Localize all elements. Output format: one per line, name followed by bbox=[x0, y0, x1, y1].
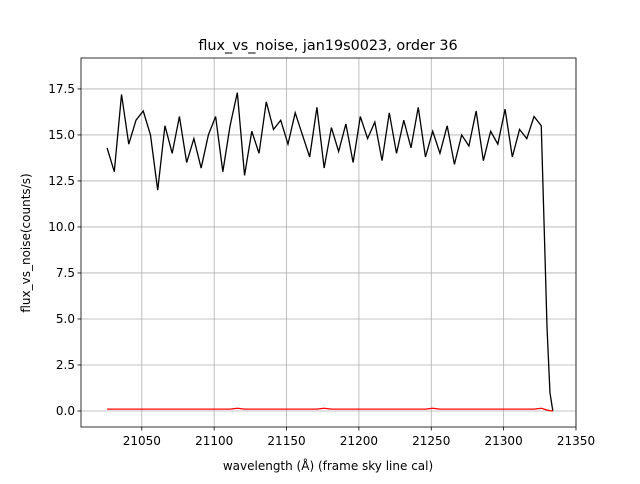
y-tick-label: 7.5 bbox=[56, 266, 75, 280]
data-line bbox=[106, 92, 554, 412]
x-tick-label: 21300 bbox=[485, 434, 523, 448]
x-tick-label: 21100 bbox=[195, 434, 233, 448]
x-tick-label: 21200 bbox=[340, 434, 378, 448]
y-tick-label: 17.5 bbox=[48, 82, 75, 96]
data-line bbox=[107, 407, 553, 412]
y-tick-label: 0.0 bbox=[56, 404, 75, 418]
y-tick-label: 15.0 bbox=[48, 128, 75, 142]
x-tick-label: 21250 bbox=[412, 434, 450, 448]
axes-frame bbox=[80, 57, 577, 428]
y-tick-label: 10.0 bbox=[48, 220, 75, 234]
x-tick-label: 21050 bbox=[123, 434, 161, 448]
y-axis-label: flux_vs_noise(counts/s) bbox=[19, 173, 33, 312]
x-tick-label: 21150 bbox=[267, 434, 305, 448]
plot-area: 21050 21100 21150 21200 21250 21300 21350 0.0 2.… bbox=[48, 58, 595, 448]
chart-title: flux_vs_noise, jan19s0023, order 36 bbox=[198, 38, 457, 54]
x-tick-label: 21350 bbox=[557, 434, 595, 448]
y-tick-label: 2.5 bbox=[56, 358, 75, 372]
x-axis-label: wavelength (Å) (frame sky line cal) bbox=[223, 458, 433, 473]
y-tick-label: 5.0 bbox=[56, 312, 75, 326]
y-tick-label: 12.5 bbox=[48, 174, 75, 188]
